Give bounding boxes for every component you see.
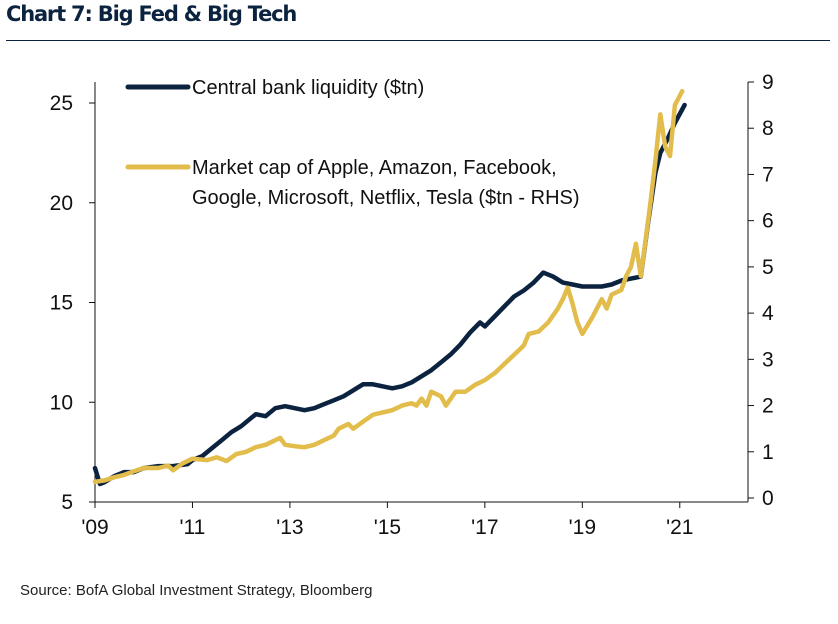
- x-tick-label: '11: [180, 516, 206, 539]
- x-tick-label: '09: [81, 516, 108, 539]
- source-note: Source: BofA Global Investment Strategy,…: [20, 582, 373, 599]
- y-left-tick-label: 25: [50, 92, 73, 115]
- x-tick-label: '17: [471, 516, 498, 539]
- y-right-tick-label: 4: [762, 302, 774, 325]
- series-layer: [92, 88, 687, 487]
- y-right-tick-label: 5: [762, 256, 774, 279]
- y-right-tick-label: 9: [762, 71, 774, 94]
- y-left-tick-label: 5: [61, 491, 73, 514]
- legend: Central bank liquidity ($tn) Market cap o…: [125, 77, 580, 209]
- legend-label-marketcap-line: Market cap of Apple, Amazon, Facebook,: [192, 157, 557, 179]
- y-left-tick-label: 10: [50, 391, 73, 414]
- title-rule: [6, 40, 830, 41]
- legend-label-liquidity: Central bank liquidity ($tn): [192, 77, 424, 99]
- y-right-tick-label: 7: [762, 163, 774, 186]
- y-right-tick-label: 6: [762, 210, 774, 233]
- x-tick-label: '15: [374, 516, 401, 539]
- axes: 5 10 15 20 25 0 1 2 3 4 5 6 7 8 9 '09 '11 '13 '15 '17 '19 '21: [50, 71, 774, 539]
- y-right-tick-label: 0: [762, 487, 774, 510]
- y-right-tick-label: 3: [762, 348, 774, 371]
- y-right-tick-label: 8: [762, 117, 774, 140]
- y-right-tick-label: 1: [762, 441, 774, 464]
- legend-label-marketcap-line: Google, Microsoft, Netflix, Tesla ($tn -…: [192, 187, 580, 209]
- chart-title: Chart 7: Big Fed & Big Tech: [6, 2, 297, 26]
- y-left-tick-label: 15: [50, 292, 73, 315]
- x-tick-label: '13: [276, 516, 303, 539]
- series-line-marketcap: [92, 88, 685, 485]
- y-right-tick-label: 2: [762, 395, 774, 418]
- x-tick-label: '21: [666, 516, 693, 539]
- chart-plot: 5 10 15 20 25 0 1 2 3 4 5 6 7 8 9 '09 '11 '13 '15 '17 '19 '21…: [50, 71, 774, 539]
- x-tick-label: '19: [569, 516, 596, 539]
- y-left-tick-label: 20: [50, 192, 73, 215]
